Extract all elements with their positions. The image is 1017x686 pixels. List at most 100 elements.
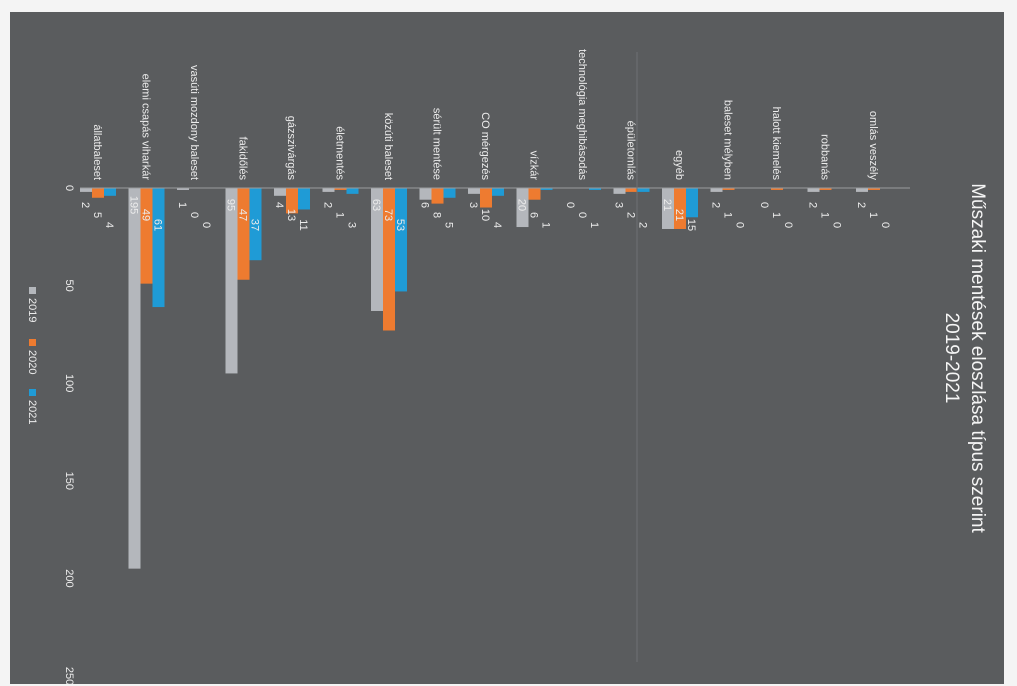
value-axis-tick-label: 100 (63, 374, 75, 392)
legend-swatch (29, 389, 36, 396)
bar (492, 188, 504, 196)
data-label: 1 (176, 202, 188, 208)
bar (395, 188, 407, 292)
legend-swatch (29, 339, 36, 346)
data-label: 21 (673, 209, 685, 221)
bar (140, 188, 153, 284)
data-label: 37 (249, 219, 261, 231)
data-label: 13 (285, 209, 297, 221)
data-label: 0 (758, 202, 770, 208)
bar (637, 188, 650, 192)
bar (540, 188, 553, 190)
data-label: 0 (734, 222, 746, 228)
data-label: 15 (685, 219, 697, 231)
bar (104, 188, 116, 196)
legend-label: 2021 (26, 400, 38, 424)
chart-subtitle: 2019-2021 (941, 313, 962, 404)
bar (722, 188, 735, 190)
bar (613, 188, 626, 194)
value-axis-tick-label: 150 (63, 472, 75, 490)
category-label: baleset mélyben (722, 100, 734, 180)
value-axis-tick-label: 50 (63, 279, 75, 291)
legend-label: 2019 (26, 298, 38, 322)
data-label: 1 (770, 212, 782, 218)
category-label: állatbaleset (91, 124, 103, 180)
value-axis-tick-label: 0 (63, 185, 75, 191)
data-label: 2 (79, 202, 91, 208)
bar (431, 188, 444, 204)
category-label: vízkár (528, 151, 540, 181)
category-label: gázszivárgás (285, 116, 297, 181)
data-label: 53 (394, 219, 406, 231)
bar (710, 188, 723, 192)
bar (856, 188, 868, 192)
category-label: életmentés (334, 126, 346, 180)
data-label: 1 (588, 222, 600, 228)
data-label: 195 (128, 196, 140, 214)
data-label: 0 (879, 222, 891, 228)
bar (516, 188, 529, 228)
bar (249, 188, 262, 261)
bar (662, 188, 674, 229)
data-label: 2 (855, 202, 867, 208)
bar (819, 188, 832, 190)
bar (128, 188, 141, 569)
bar (322, 188, 335, 192)
data-label: 3 (346, 222, 358, 228)
data-label: 0 (782, 222, 794, 228)
category-label: robbanás (819, 134, 831, 180)
data-label: 11 (297, 219, 309, 230)
category-label: elemi csapás viharkár (140, 74, 152, 181)
data-label: 6 (419, 202, 431, 208)
bar (468, 188, 480, 194)
data-label: 20 (516, 199, 528, 211)
data-label: 2 (625, 212, 637, 218)
data-label: 0 (576, 212, 588, 218)
data-label: 3 (613, 202, 625, 208)
data-label: 1 (334, 212, 346, 218)
category-label: vasúti mozdony baleset (188, 65, 200, 180)
bar-chart: 2541954961100954737413112136373536853104… (26, 49, 988, 684)
category-label: technológia meghibásodás (576, 49, 588, 180)
bar (334, 188, 347, 190)
data-label: 4 (103, 222, 115, 228)
category-label: halott kiemelés (770, 107, 782, 181)
category-label: egyéb (673, 150, 685, 180)
bar (286, 188, 298, 214)
data-label: 21 (661, 199, 673, 211)
bar (625, 188, 638, 192)
data-label: 0 (200, 222, 212, 228)
bar (177, 188, 189, 190)
bar (589, 188, 601, 190)
bar (371, 188, 383, 311)
bar (225, 188, 238, 374)
category-label: omlás veszély (867, 111, 879, 181)
bar (346, 188, 359, 194)
data-label: 95 (225, 199, 237, 211)
bar (686, 188, 698, 218)
data-label: 47 (237, 209, 249, 221)
data-label: 2 (710, 202, 722, 208)
chart-title: Műszaki mentések eloszlása típus szerint (967, 183, 988, 533)
data-label: 0 (188, 212, 200, 218)
bar (237, 188, 250, 280)
bar (443, 188, 456, 198)
data-label: 1 (540, 222, 552, 228)
chart-container: 2 5 4 195 49 61 1 0 0 95 47 37 4 13 11 2 1 3 63 73 53 6 8 5 3 10 4… (10, 12, 1004, 684)
data-label: 1 (819, 212, 831, 218)
legend-label: 2020 (26, 350, 38, 374)
data-label: 2 (637, 222, 649, 228)
data-label: 8 (431, 212, 443, 218)
data-label: 4 (273, 202, 285, 208)
data-label: 5 (443, 222, 455, 228)
data-label: 2 (322, 202, 334, 208)
category-label: CO mérgezés (479, 112, 491, 180)
bar (92, 188, 104, 198)
bar (80, 188, 92, 192)
data-label: 10 (479, 209, 491, 221)
data-label: 6 (528, 212, 540, 218)
bar (419, 188, 432, 200)
data-label: 1 (867, 212, 879, 218)
data-label: 0 (564, 202, 576, 208)
category-label: közúti baleset (382, 113, 394, 180)
